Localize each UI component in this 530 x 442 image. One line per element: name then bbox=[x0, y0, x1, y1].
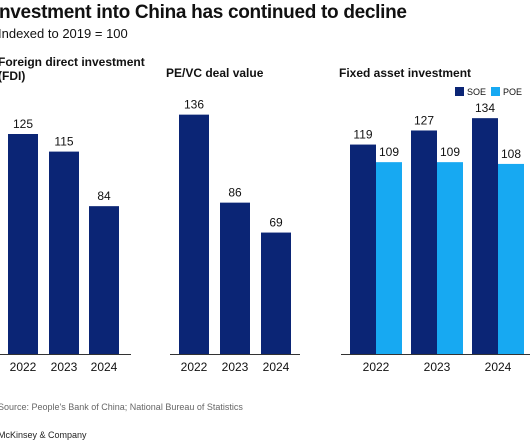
chart-2-data-label: 136 bbox=[184, 98, 204, 112]
chart-subtitle: Indexed to 2019 = 100 bbox=[0, 26, 128, 41]
chart-1-bar-2023 bbox=[49, 151, 79, 354]
chart-3-tick-label: 2023 bbox=[424, 360, 451, 374]
chart-2-tick-label: 2022 bbox=[181, 360, 208, 374]
chart-3-tick-label: 2024 bbox=[485, 360, 512, 374]
chart-3-title-line: Fixed asset investment bbox=[339, 66, 471, 80]
chart-1-data-label: 125 bbox=[13, 117, 33, 131]
chart-2-data-label: 86 bbox=[228, 186, 242, 200]
chart-1-tick-label: 2024 bbox=[91, 360, 118, 374]
chart-2-bar-2024 bbox=[261, 232, 291, 354]
chart-3-bar-2024-poe bbox=[498, 163, 524, 354]
chart-3-data-label: 119 bbox=[353, 128, 372, 142]
legend-label-soe: SOE bbox=[467, 87, 486, 97]
chart-3-bar-2023-poe bbox=[437, 162, 463, 354]
chart-1-data-label: 115 bbox=[54, 135, 73, 149]
chart-2-bar-2022 bbox=[179, 114, 209, 354]
chart-2-tick-label: 2023 bbox=[222, 360, 249, 374]
chart-1-bar-2022 bbox=[8, 134, 38, 354]
chart-2-data-label: 69 bbox=[269, 216, 283, 230]
chart-3-data-label: 108 bbox=[501, 147, 521, 161]
chart-3-bar-2023-soe bbox=[411, 130, 437, 354]
chart-3-bar-2024-soe bbox=[472, 118, 498, 354]
chart-3-bar-2022-poe bbox=[376, 162, 402, 354]
chart-1-tick-label: 2023 bbox=[51, 360, 78, 374]
chart-3-data-label: 127 bbox=[414, 113, 434, 127]
chart-3-data-label: 109 bbox=[379, 145, 399, 159]
chart-2-title-line: PE/VC deal value bbox=[166, 66, 264, 80]
chart-1-title-line: Foreign direct investment bbox=[0, 55, 145, 69]
legend-label-poe: POE bbox=[503, 87, 522, 97]
legend-swatch-poe bbox=[491, 87, 500, 96]
chart-3-tick-label: 2022 bbox=[363, 360, 390, 374]
chart-1-bar-2024 bbox=[89, 206, 119, 354]
chart-1-title-line: (FDI) bbox=[0, 69, 25, 83]
chart-1-data-label: 84 bbox=[97, 189, 111, 203]
legend-swatch-soe bbox=[455, 87, 464, 96]
chart-2-bar-2023 bbox=[220, 202, 250, 354]
chart-1-tick-label: 2022 bbox=[10, 360, 37, 374]
chart-3-bar-2022-soe bbox=[350, 144, 376, 354]
source-note: Source: People's Bank of China; National… bbox=[0, 402, 243, 412]
chart-2-tick-label: 2024 bbox=[263, 360, 290, 374]
chart-3-data-label: 134 bbox=[475, 101, 495, 115]
brand-footer: McKinsey & Company bbox=[0, 430, 87, 440]
chart-title: Investment into China has continued to d… bbox=[0, 2, 407, 23]
chart-3-data-label: 109 bbox=[440, 145, 460, 159]
